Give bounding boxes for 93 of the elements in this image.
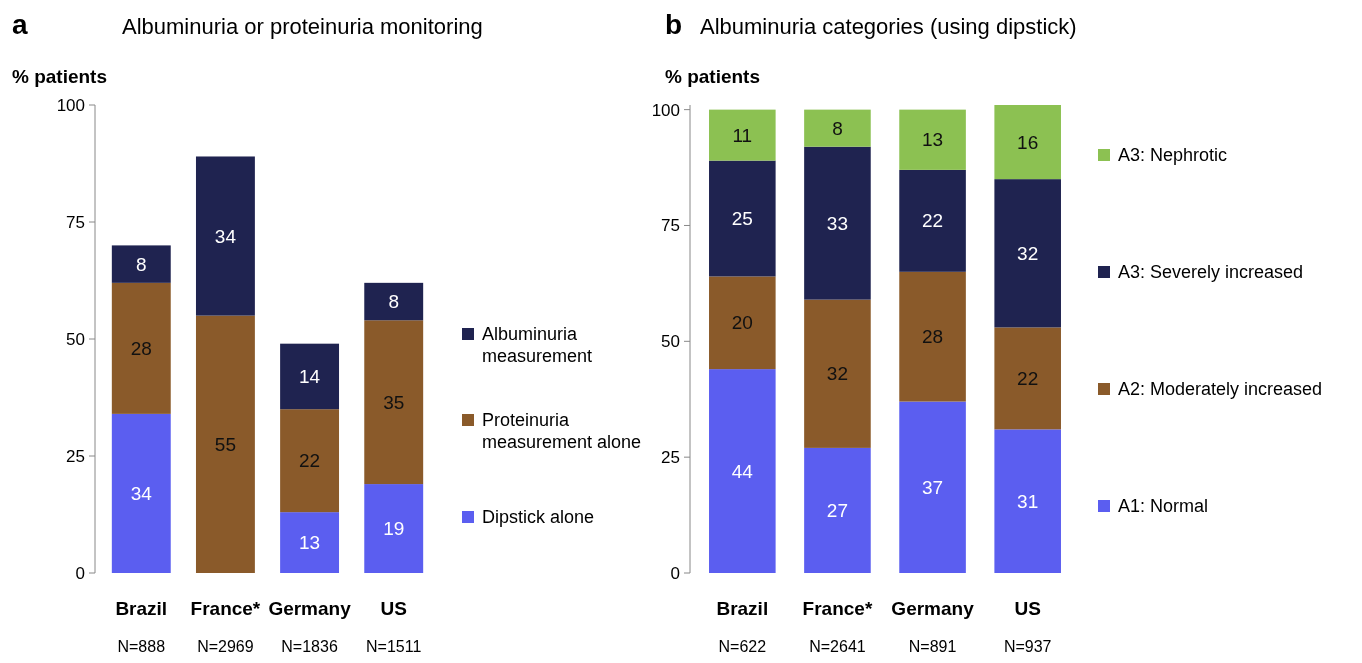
text: a bbox=[12, 9, 28, 40]
y-tick-label: 75 bbox=[66, 212, 85, 232]
bar bbox=[804, 109, 871, 147]
data-label: 11 bbox=[732, 124, 753, 146]
legend-label: A3: Severely increased bbox=[1118, 262, 1304, 283]
data-label: 14 bbox=[299, 366, 321, 388]
data-label: 44 bbox=[731, 460, 754, 482]
data-label: 28 bbox=[921, 326, 944, 348]
data-label: 34 bbox=[130, 483, 153, 505]
legend-label: A1: Normal bbox=[1118, 496, 1209, 517]
y-axis-title: % patients bbox=[12, 66, 108, 87]
bar bbox=[994, 327, 1061, 430]
data-label: 16 bbox=[1017, 131, 1039, 153]
data-label: 28 bbox=[130, 338, 152, 360]
data-label: 35 bbox=[383, 391, 405, 413]
bar bbox=[111, 282, 171, 414]
y-tick-label: 100 bbox=[56, 95, 85, 115]
bar bbox=[280, 343, 340, 410]
x-tick-label: Germany bbox=[268, 598, 352, 619]
bar bbox=[804, 299, 871, 448]
bar bbox=[804, 447, 871, 573]
text: N=2969 bbox=[197, 638, 254, 655]
data-label: 19 bbox=[383, 518, 405, 540]
x-tick-label: Brazil bbox=[115, 598, 168, 619]
data-label: 27 bbox=[826, 500, 849, 522]
x-tick-label: France* bbox=[802, 598, 873, 619]
data-label: 8 bbox=[388, 291, 400, 313]
bar bbox=[280, 512, 340, 573]
data-label: 22 bbox=[1017, 368, 1039, 390]
y-tick-label: 25 bbox=[661, 448, 680, 468]
legend-label: Proteinuria measurement alone bbox=[482, 410, 642, 453]
data-label: 37 bbox=[921, 476, 944, 498]
data-label: 25 bbox=[731, 208, 753, 230]
bar bbox=[994, 179, 1061, 328]
legend-label: Albuminuria measurement bbox=[482, 324, 593, 367]
bar bbox=[364, 320, 424, 485]
bar bbox=[709, 109, 776, 161]
data-label: 32 bbox=[826, 363, 849, 385]
text: N=1836 bbox=[281, 638, 338, 655]
data-label: 22 bbox=[921, 210, 944, 232]
bar bbox=[804, 146, 871, 300]
bar bbox=[195, 315, 255, 573]
bar bbox=[709, 276, 776, 370]
bar bbox=[364, 484, 424, 573]
legend-label: Dipstick alone bbox=[482, 507, 595, 528]
text: N=1511 bbox=[366, 638, 422, 655]
x-tick-label: US bbox=[380, 598, 407, 619]
data-label: 33 bbox=[826, 212, 849, 234]
bar bbox=[280, 409, 340, 513]
data-label: 8 bbox=[832, 117, 843, 139]
data-label: 31 bbox=[1017, 490, 1039, 512]
legend-label: A3: Nephrotic bbox=[1118, 145, 1228, 166]
bar bbox=[364, 282, 424, 321]
legend-label: A2: Moderately increased bbox=[1118, 379, 1323, 400]
y-tick-label: 50 bbox=[66, 329, 85, 349]
y-tick-label: 0 bbox=[75, 563, 85, 583]
bar bbox=[899, 109, 966, 170]
text: N=937 bbox=[1003, 638, 1052, 655]
y-tick-label: 25 bbox=[66, 446, 85, 466]
text: N=2641 bbox=[809, 638, 866, 655]
bar bbox=[899, 169, 966, 272]
chart-title: Albuminuria categories (using dipstick) bbox=[700, 14, 1077, 39]
bar bbox=[994, 105, 1061, 180]
text: b bbox=[665, 9, 683, 40]
y-tick-label: 75 bbox=[661, 216, 680, 236]
y-tick-label: 50 bbox=[661, 332, 680, 352]
data-label: 13 bbox=[299, 532, 321, 554]
y-axis-title: % patients bbox=[665, 66, 761, 87]
y-tick-label: 100 bbox=[651, 100, 680, 120]
x-tick-label: France* bbox=[190, 598, 261, 619]
bar bbox=[195, 156, 255, 316]
bar bbox=[709, 160, 776, 277]
text: N=891 bbox=[908, 638, 957, 655]
data-label: 22 bbox=[299, 450, 321, 472]
text: N=888 bbox=[117, 638, 166, 655]
data-label: 20 bbox=[731, 312, 753, 334]
data-label: 32 bbox=[1017, 242, 1039, 264]
y-tick-label: 0 bbox=[670, 563, 680, 583]
x-tick-label: US bbox=[1014, 598, 1041, 619]
text: N=622 bbox=[718, 638, 767, 655]
data-label: 8 bbox=[135, 253, 147, 275]
chart-title: Albuminuria or proteinuria monitoring bbox=[122, 14, 483, 39]
bar bbox=[111, 245, 171, 283]
data-label: 13 bbox=[921, 129, 944, 151]
bar bbox=[994, 429, 1061, 573]
bar bbox=[899, 271, 966, 402]
data-label: 55 bbox=[214, 433, 236, 455]
data-label: 34 bbox=[214, 225, 237, 247]
bar bbox=[111, 413, 171, 573]
x-tick-label: Brazil bbox=[716, 598, 769, 619]
bar bbox=[709, 369, 776, 573]
bar bbox=[899, 401, 966, 573]
x-tick-label: Germany bbox=[891, 598, 975, 619]
